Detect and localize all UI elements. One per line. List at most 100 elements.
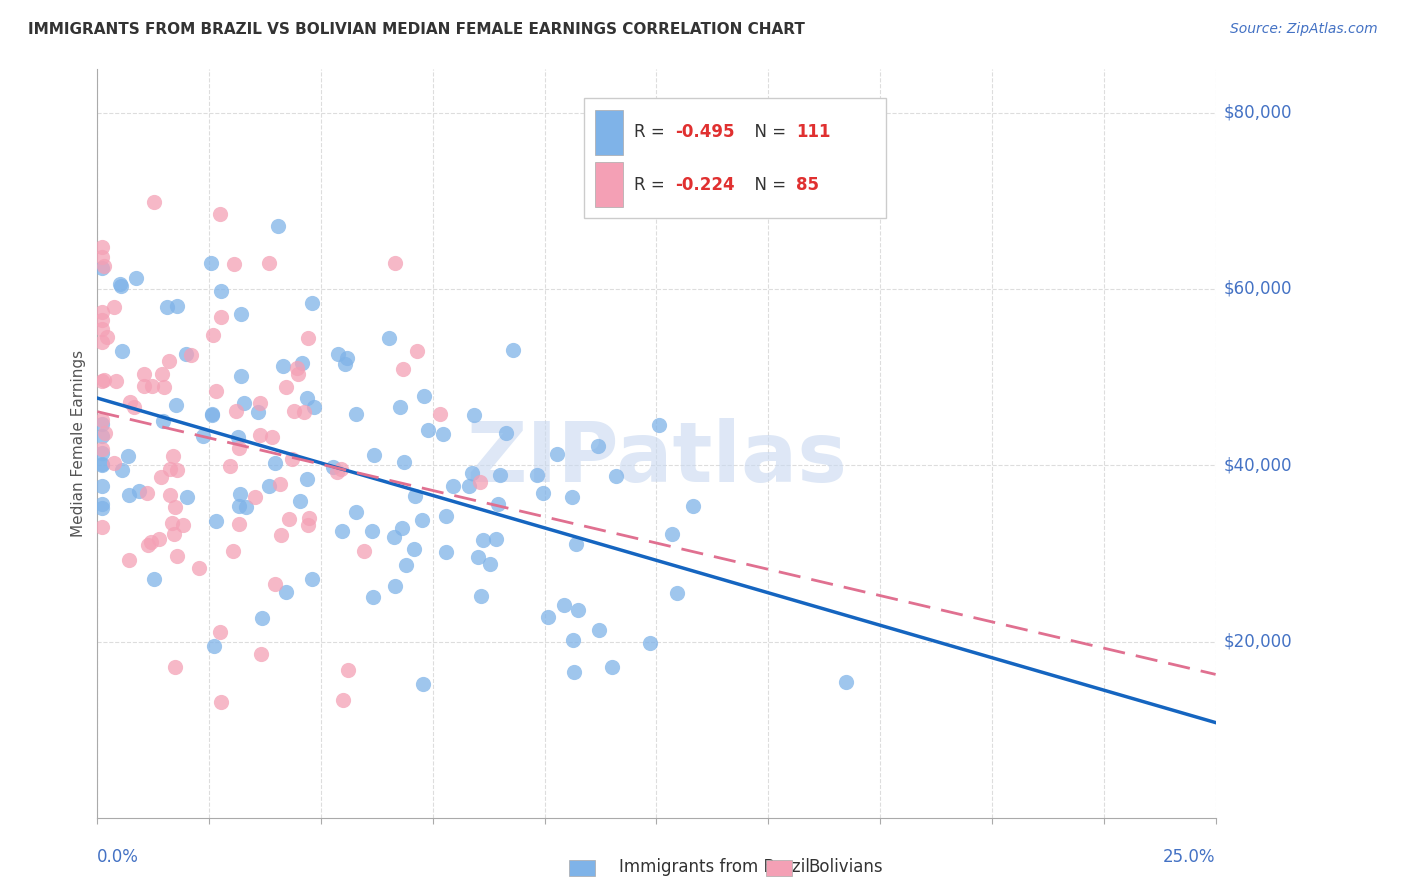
Point — [90, 429, 112, 443]
Point — [201, 407, 224, 421]
Point — [326, 346, 349, 360]
Point — [418, 423, 440, 437]
Point — [176, 490, 198, 504]
Point — [363, 448, 385, 462]
Point — [219, 458, 242, 473]
Point — [226, 430, 249, 444]
Point — [432, 426, 454, 441]
Point — [262, 430, 284, 444]
Point — [134, 378, 156, 392]
Text: 111: 111 — [796, 123, 831, 141]
Point — [600, 660, 623, 674]
Point — [249, 396, 271, 410]
Text: IMMIGRANTS FROM BRAZIL VS BOLIVIAN MEDIAN FEMALE EARNINGS CORRELATION CHART: IMMIGRANTS FROM BRAZIL VS BOLIVIAN MEDIA… — [28, 22, 806, 37]
Point — [297, 391, 319, 405]
Point — [411, 513, 433, 527]
Point — [103, 456, 125, 470]
Point — [90, 417, 112, 431]
Point — [666, 585, 689, 599]
Point — [405, 489, 427, 503]
Point — [191, 429, 214, 443]
Point — [468, 475, 491, 489]
Y-axis label: Median Female Earnings: Median Female Earnings — [72, 350, 86, 537]
Point — [434, 508, 457, 523]
Point — [162, 516, 184, 531]
Point — [118, 394, 141, 409]
Point — [141, 378, 163, 392]
Text: 0.0%: 0.0% — [97, 848, 139, 866]
Point — [201, 408, 224, 422]
Point — [118, 553, 141, 567]
Point — [90, 458, 112, 473]
Point — [136, 485, 159, 500]
Point — [336, 351, 359, 365]
Point — [125, 271, 148, 285]
Point — [297, 331, 319, 345]
Point — [90, 413, 112, 427]
Point — [246, 405, 269, 419]
Point — [269, 477, 291, 491]
Point — [90, 322, 112, 336]
Point — [295, 472, 318, 486]
Text: N =: N = — [744, 176, 792, 194]
Point — [90, 501, 112, 516]
Point — [90, 442, 112, 456]
Point — [298, 511, 321, 525]
Point — [148, 532, 170, 546]
Point — [384, 256, 406, 270]
Point — [605, 468, 627, 483]
Point — [142, 194, 165, 209]
Point — [90, 446, 112, 460]
Point — [188, 561, 211, 575]
Point — [202, 639, 225, 653]
Point — [264, 577, 287, 591]
Point — [208, 207, 231, 221]
Point — [458, 479, 481, 493]
Point — [180, 348, 202, 362]
Point — [292, 405, 315, 419]
Text: Source: ZipAtlas.com: Source: ZipAtlas.com — [1230, 22, 1378, 37]
Point — [277, 512, 299, 526]
Point — [281, 451, 304, 466]
Point — [290, 494, 312, 508]
Point — [117, 449, 139, 463]
Point — [502, 343, 524, 357]
Point — [174, 347, 197, 361]
Text: Bolivians: Bolivians — [808, 858, 883, 876]
Point — [93, 373, 115, 387]
Point — [90, 457, 112, 471]
Text: R =: R = — [634, 123, 671, 141]
Point — [165, 500, 187, 514]
Point — [157, 353, 180, 368]
Text: $80,000: $80,000 — [1225, 103, 1292, 121]
Point — [531, 485, 554, 500]
FancyBboxPatch shape — [583, 98, 886, 219]
Point — [402, 541, 425, 556]
Point — [231, 307, 253, 321]
Point — [90, 478, 112, 492]
Point — [434, 545, 457, 559]
Point — [150, 367, 173, 381]
Point — [111, 343, 134, 358]
Point — [363, 590, 385, 604]
Point — [560, 490, 582, 504]
Point — [460, 467, 482, 481]
Point — [163, 660, 186, 674]
Point — [344, 505, 367, 519]
Text: -0.224: -0.224 — [675, 176, 735, 194]
Text: ZIPatlas: ZIPatlas — [465, 417, 846, 499]
Point — [233, 395, 256, 409]
Point — [562, 665, 585, 679]
Point — [225, 404, 247, 418]
Point — [495, 426, 517, 441]
Point — [163, 527, 186, 541]
Point — [392, 362, 415, 376]
Point — [228, 517, 250, 532]
Point — [565, 537, 588, 551]
Point — [378, 331, 401, 345]
Text: $60,000: $60,000 — [1225, 280, 1292, 298]
Point — [228, 441, 250, 455]
Point — [132, 368, 155, 382]
Point — [94, 426, 117, 441]
Point — [249, 648, 271, 662]
